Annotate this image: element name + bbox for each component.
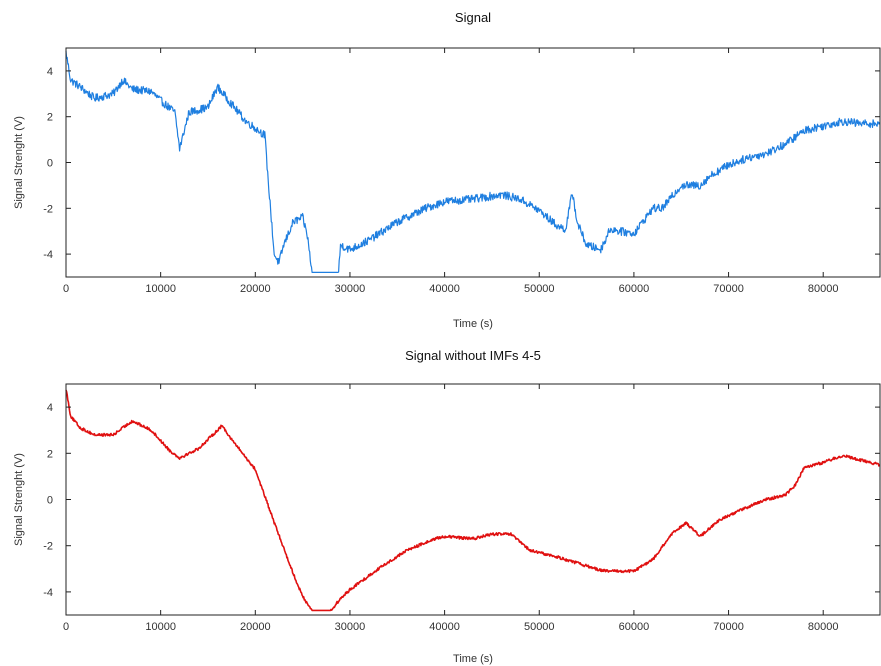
- x-tick-label: 60000: [619, 283, 650, 295]
- x-tick-label: 80000: [808, 621, 839, 633]
- x-tick-label: 20000: [240, 621, 271, 633]
- y-tick-label: 2: [47, 448, 53, 460]
- panel-signal-without-imfs: Signal without IMFs 4-5 0 10000 20000 30000 4…: [13, 348, 881, 665]
- x-tick-label: 30000: [335, 621, 366, 633]
- y-tick-label: -4: [43, 587, 53, 599]
- x-axis-label: Time (s): [453, 653, 493, 665]
- x-tick-label: 40000: [429, 621, 460, 633]
- y-tick-label: 0: [47, 495, 53, 507]
- chart-title: Signal without IMFs 4-5: [405, 348, 541, 363]
- x-tick-label: 80000: [808, 283, 839, 295]
- y-tick-label: 4: [47, 402, 53, 414]
- chart-title: Signal: [455, 10, 491, 25]
- y-axis-label: Signal Strenght (V): [13, 116, 25, 209]
- y-axis-label: Signal Strenght (V): [13, 453, 25, 546]
- x-tick-label: 70000: [713, 621, 744, 633]
- x-tick-label: 30000: [335, 283, 366, 295]
- y-tick-label: 0: [47, 158, 53, 170]
- x-tick-label: 20000: [240, 283, 271, 295]
- panel-signal: Signal 0 10000 20000 30000 40000 50000 60000 700…: [13, 10, 881, 330]
- x-tick-label: 60000: [619, 621, 650, 633]
- y-tick-label: 2: [47, 112, 53, 124]
- x-tick-label: 40000: [429, 283, 460, 295]
- x-tick-label: 10000: [145, 621, 176, 633]
- y-tick-label: 4: [47, 66, 53, 78]
- x-tick-label: 70000: [713, 283, 744, 295]
- x-tick-label: 50000: [524, 621, 555, 633]
- series-line: [65, 389, 881, 612]
- x-tick-label: 0: [63, 283, 69, 295]
- y-tick-label: -2: [43, 541, 53, 553]
- x-tick-label: 0: [63, 621, 69, 633]
- y-tick-label: -4: [43, 249, 53, 261]
- series-line: [65, 50, 881, 273]
- x-tick-label: 50000: [524, 283, 555, 295]
- x-axis-label: Time (s): [453, 318, 493, 330]
- plot-frame: [65, 383, 881, 616]
- x-tick-label: 10000: [145, 283, 176, 295]
- y-tick-label: -2: [43, 203, 53, 215]
- plot-frame: [65, 47, 881, 278]
